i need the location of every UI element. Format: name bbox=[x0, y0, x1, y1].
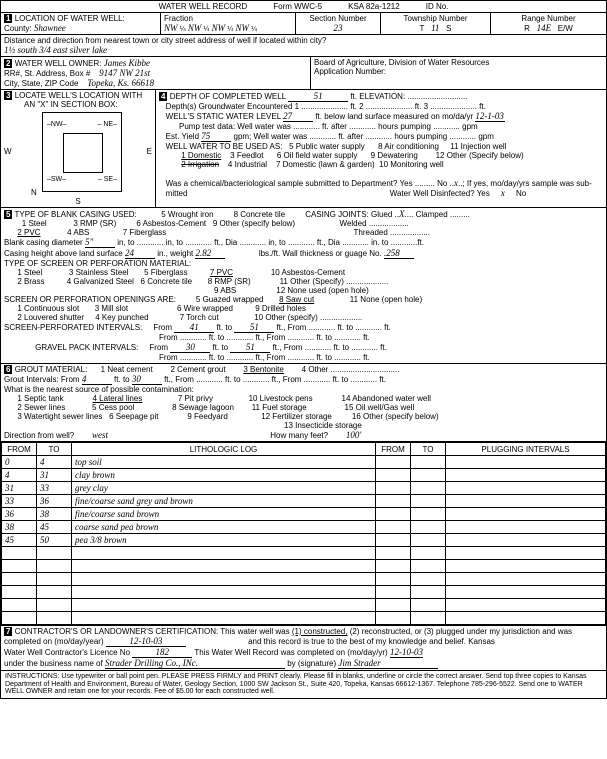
city-label: City, State, ZIP Code bbox=[4, 79, 78, 88]
height-value: 24 bbox=[125, 248, 155, 259]
completed-date: 12-10-03 bbox=[106, 636, 186, 647]
form-header: WATER WELL RECORD Form WWC-5 KSA 82a-121… bbox=[1, 1, 606, 13]
township-value: 11 bbox=[431, 23, 439, 33]
form-title: WATER WELL RECORD bbox=[156, 1, 251, 12]
owner-name: James Kibbe bbox=[104, 58, 150, 68]
section-2-row: 2 WATER WELL OWNER: James Kibbe RR#, St.… bbox=[1, 57, 606, 90]
f1: NW bbox=[164, 23, 178, 33]
direction-value: west bbox=[92, 430, 108, 440]
signature: Jim Strader bbox=[338, 658, 438, 669]
log-row bbox=[2, 612, 606, 625]
record-date: 12-10-03 bbox=[390, 647, 423, 658]
log-row: 4550pea 3/8 brown bbox=[2, 534, 606, 547]
spi-from: 41 bbox=[174, 322, 214, 333]
board-label: Board of Agriculture, Division of Water … bbox=[314, 58, 489, 67]
section-7-num: 7 bbox=[4, 627, 12, 636]
county-label: County: bbox=[4, 24, 32, 33]
log-row bbox=[2, 560, 606, 573]
log-h-to: TO bbox=[37, 443, 72, 456]
grout-from: 4 bbox=[82, 374, 112, 385]
spi-to: 51 bbox=[234, 322, 274, 333]
log-h-to2: TO bbox=[411, 443, 446, 456]
log-row: 3133grey clay bbox=[2, 482, 606, 495]
log-row bbox=[2, 573, 606, 586]
section-1-row: 1 LOCATION OF WATER WELL: County: Shawne… bbox=[1, 13, 606, 35]
section-5: 5 TYPE OF BLANK CASING USED: 5 Wrought i… bbox=[1, 208, 606, 364]
county-value: Shawnee bbox=[34, 23, 66, 33]
owner-label: WATER WELL OWNER: bbox=[15, 59, 102, 68]
feet-value: 100' bbox=[346, 430, 361, 440]
section-3-4-row: 3 LOCATE WELL'S LOCATION WITH AN "X" IN … bbox=[1, 90, 606, 208]
app-label: Application Number: bbox=[314, 67, 386, 76]
log-row: 3336fine/coarse sand grey and brown bbox=[2, 495, 606, 508]
lithologic-log-table: FROM TO LITHOLOGIC LOG FROM TO PLUGGING … bbox=[1, 442, 606, 625]
section-3-num: 3 bbox=[4, 91, 12, 100]
section-label: Section Number bbox=[309, 14, 366, 23]
depth-label: DEPTH OF COMPLETED WELL bbox=[170, 92, 286, 101]
gauge-value: .258 bbox=[384, 248, 414, 259]
distance-label: Distance and direction from nearest town… bbox=[4, 36, 326, 45]
id-no: ID No. bbox=[423, 1, 452, 12]
section-5-num: 5 bbox=[4, 210, 12, 219]
locate-label: LOCATE WELL'S LOCATION WITH bbox=[15, 91, 142, 100]
static-value: 27 bbox=[283, 111, 313, 122]
range-value: 14E bbox=[537, 23, 552, 33]
addr-label: RR#, St. Address, Box # bbox=[4, 69, 90, 78]
section-6: 6 GROUT MATERIAL: 1 Neat cement 2 Cement… bbox=[1, 364, 606, 442]
township-label: Township Number bbox=[403, 14, 467, 23]
log-h-from2: FROM bbox=[376, 443, 411, 456]
distance-row: Distance and direction from nearest town… bbox=[1, 35, 606, 57]
f4: NW bbox=[235, 23, 249, 33]
section-box-diagram: N –NW– – NE– –SW– – SE– W E S bbox=[4, 109, 152, 206]
log-row: 431clay brown bbox=[2, 469, 606, 482]
section-7: 7 CONTRACTOR'S OR LANDOWNER'S CERTIFICAT… bbox=[1, 625, 606, 671]
gpi-from: 30 bbox=[170, 342, 210, 353]
instructions: INSTRUCTIONS: Use typewriter or ball poi… bbox=[1, 671, 606, 698]
elev-label: ELEVATION: bbox=[359, 92, 405, 101]
license-no: 182 bbox=[132, 647, 192, 658]
f2: NW bbox=[188, 23, 202, 33]
range-label: Range Number bbox=[521, 14, 575, 23]
log-h-from: FROM bbox=[2, 443, 37, 456]
water-well-record-form: WATER WELL RECORD Form WWC-5 KSA 82a-121… bbox=[0, 0, 607, 699]
business-name: Strader Drilling Co., INc. bbox=[105, 658, 285, 669]
location-label: LOCATION OF WATER WELL: bbox=[15, 14, 125, 23]
grout-to: 30 bbox=[132, 374, 162, 385]
section-4-num: 4 bbox=[159, 92, 167, 101]
locate-sub: AN "X" IN SECTION BOX: bbox=[24, 100, 118, 109]
section-value: 23 bbox=[334, 23, 343, 33]
depth-value: 51 bbox=[288, 91, 348, 102]
f3: NW bbox=[212, 23, 226, 33]
city-value: Topeka, Ks. 66618 bbox=[87, 78, 154, 88]
log-row bbox=[2, 586, 606, 599]
log-row: 3845coarse sand pea brown bbox=[2, 521, 606, 534]
section-1-num: 1 bbox=[4, 14, 12, 23]
fraction-label: Fraction bbox=[164, 14, 193, 23]
form-number: Form WWC-5 bbox=[270, 1, 325, 12]
distance-value: 1½ south 3/4 east silver lake bbox=[4, 45, 107, 55]
weight-value: 2.82 bbox=[195, 248, 225, 259]
log-row bbox=[2, 547, 606, 560]
section-2-num: 2 bbox=[4, 59, 12, 68]
gpi-to: 51 bbox=[230, 342, 270, 353]
static-date: 12-1-03 bbox=[475, 111, 505, 122]
section-6-num: 6 bbox=[4, 365, 12, 374]
addr-value: 9147 NW 21st bbox=[99, 68, 150, 78]
log-row bbox=[2, 599, 606, 612]
dia-value: 5" bbox=[85, 237, 115, 248]
ksa-ref: KSA 82a-1212 bbox=[345, 1, 403, 12]
log-h-litho: LITHOLOGIC LOG bbox=[72, 443, 376, 456]
log-h-plug: PLUGGING INTERVALS bbox=[446, 443, 606, 456]
log-row: 3638fine/coarse sand brown bbox=[2, 508, 606, 521]
est-yield: 75 bbox=[201, 131, 231, 142]
log-row: 04top soil bbox=[2, 456, 606, 469]
